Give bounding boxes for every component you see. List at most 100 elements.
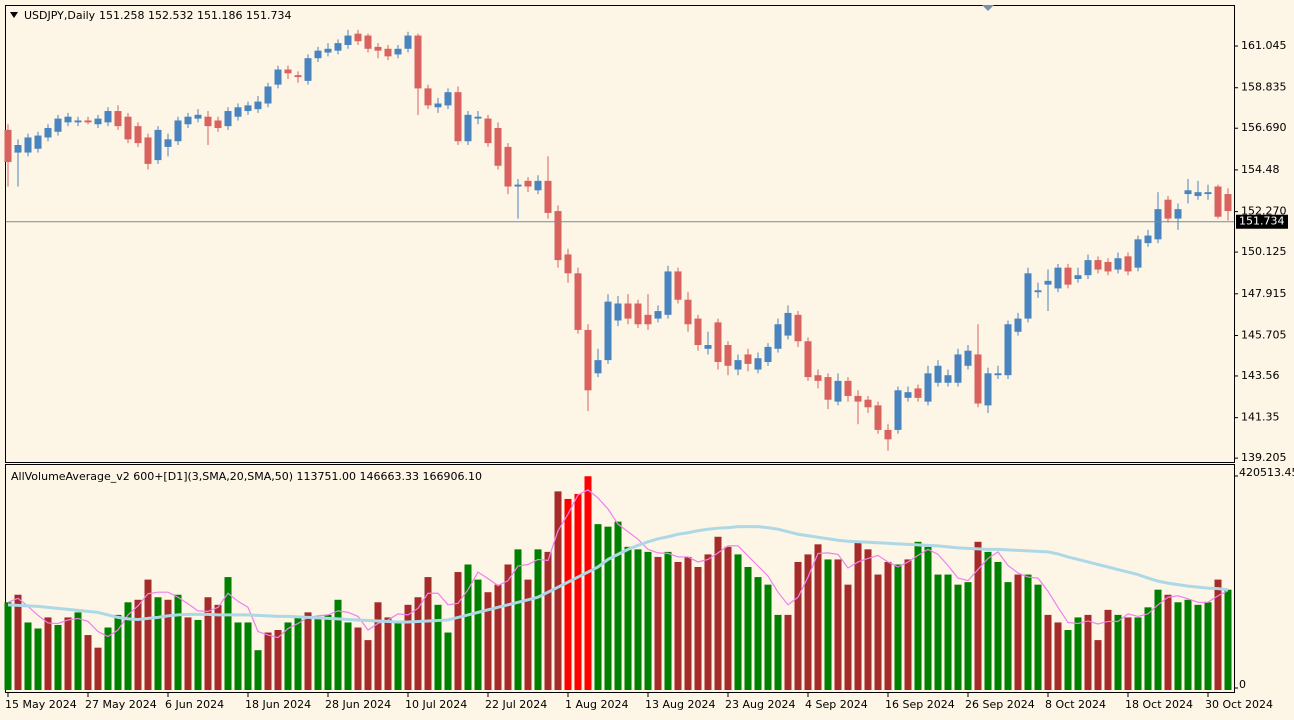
candle-body [504,146,512,187]
volume-bar [524,579,532,690]
volume-bar [724,546,732,690]
volume-bar [154,597,162,690]
volume-bar [994,561,1002,690]
candle-body [934,365,942,383]
candle-body [124,116,132,140]
volume-bar [204,597,212,690]
y-tick-label: 147.915 [1241,287,1287,300]
candle-body [684,299,692,325]
candle-body [394,48,402,55]
candle-body [834,380,842,402]
candle-body [94,118,102,125]
volume-bar [744,567,752,690]
candle-body [714,322,722,362]
candle-body [204,116,212,127]
x-tick-label: 4 Sep 2024 [805,698,868,711]
candle-body [604,301,612,361]
y-tick-label: 145.705 [1241,328,1287,341]
volume-bar [914,541,922,690]
volume-bar [164,599,172,690]
candle-body [794,314,802,342]
candle-body [464,114,472,142]
candle-body [494,128,502,166]
candle-body [1004,324,1012,376]
candle-body [924,373,932,402]
indicator-title: AllVolumeAverage_v2 600+[D1](3,SMA,20,SM… [11,470,482,483]
volume-bar [174,594,182,690]
candle-body [1164,199,1172,219]
volume-bar [424,577,432,690]
volume-bar [564,498,572,690]
volume-bar [104,627,112,690]
candle-body [994,373,1002,376]
candle-body [314,50,322,59]
candle-body [704,345,712,349]
volume-bar [1064,630,1072,690]
volume-bar [1194,604,1202,690]
volume-bar [24,622,32,690]
candle-body [174,120,182,142]
price-panel [5,5,1235,463]
candle-body [324,48,332,53]
x-tick-label: 8 Oct 2024 [1045,698,1106,711]
volume-bar [364,640,372,690]
candle-body [1214,186,1222,217]
volume-bar [1174,602,1182,690]
volume-bar [494,584,502,690]
volume-bar [124,602,132,690]
candle-body [364,35,372,49]
ohlc-readout: 151.258 152.532 151.186 151.734 [99,9,291,22]
candle-body [1104,261,1112,272]
volume-bar [934,574,942,690]
menu-arrow[interactable] [10,12,18,18]
volume-bar [54,624,62,690]
candle-body [574,273,582,330]
volume-bar [774,614,782,690]
candle-body [884,429,892,440]
candle-body [1184,190,1192,195]
volume-bar [794,561,802,690]
volume-bar [304,612,312,690]
x-tick-label: 27 May 2024 [85,698,157,711]
volume-bar [814,544,822,690]
candle-body [384,48,392,57]
volume-bar [384,617,392,690]
volume-bar [534,549,542,690]
candle-body [1174,209,1182,219]
volume-bar [894,564,902,690]
candle-body [844,380,852,396]
volume-panel [5,464,1235,693]
x-tick-label: 15 May 2024 [5,698,77,711]
candle-body [904,392,912,398]
candle-body [1024,273,1032,319]
x-tick-label: 1 Aug 2024 [565,698,628,711]
candle-body [1194,192,1202,196]
volume-bar [254,650,262,690]
volume-bar [1104,609,1112,690]
volume-bar [314,617,322,690]
x-tick-label: 10 Jul 2024 [405,698,467,711]
candle-body [74,120,82,123]
volume-bar [544,551,552,690]
volume-bar [1014,574,1022,690]
average-line [7,525,1229,624]
x-tick-label: 22 Jul 2024 [485,698,547,711]
volume-bar [1054,622,1062,690]
y-tick-label: 139.205 [1241,451,1287,464]
volume-bar [144,579,152,690]
candle-body [914,388,922,398]
volume-bar [514,549,522,690]
volume-bar [1214,579,1222,690]
candle-body [414,35,422,89]
candle-body [784,312,792,336]
y-tick-label: 154.48 [1241,163,1280,176]
volume-bar [644,551,652,690]
candle-body [744,354,752,364]
x-tick-label: 23 Aug 2024 [725,698,795,711]
y-tick-label: 156.690 [1241,121,1287,134]
candle-body [524,180,532,187]
volume-bar [244,622,252,690]
volume-bar [844,584,852,690]
volume-bar [1164,594,1172,690]
